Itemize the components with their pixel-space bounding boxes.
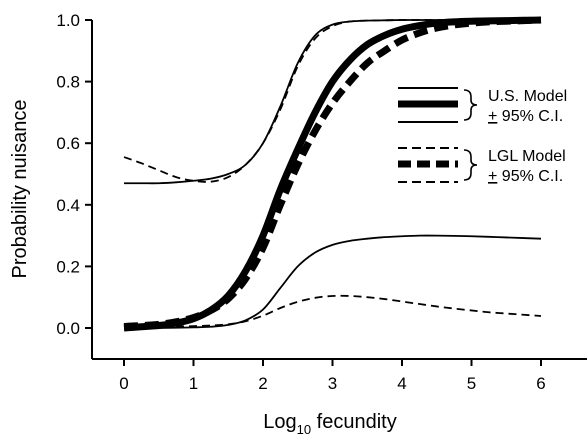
x-tick-label: 0 [119, 374, 128, 393]
legend-us: U.S. Model + 95% C.I. [398, 87, 567, 125]
legend-lgl-brace [463, 149, 478, 181]
x-tick-label: 5 [467, 374, 476, 393]
legend-us-label: U.S. Model [488, 88, 567, 105]
x-tick-label: 6 [536, 374, 545, 393]
legend-lgl-ci-label: + 95% C.I. [488, 168, 563, 185]
y-tick-label: 0.0 [56, 319, 80, 338]
ticks: 0 1 2 3 4 5 6 0.0 0.2 0.4 0.6 0.8 1.0 [56, 11, 545, 393]
legend-us-ci-label: + 95% C.I. [488, 108, 563, 125]
x-tick-label: 3 [328, 374, 337, 393]
x-axis-label-subscript: 10 [297, 422, 311, 437]
legend-lgl-plusminus: + [488, 168, 497, 185]
series-line-us-model [123, 16, 542, 332]
y-tick-label: 0.4 [56, 196, 80, 215]
series-line-us-ci-upper [124, 19, 541, 185]
x-tick-label: 2 [258, 374, 267, 393]
x-axis-label-rest: fecundity [311, 411, 397, 433]
legend: U.S. Model + 95% C.I. LGL Model + 95% C.… [398, 87, 567, 185]
series-line-lgl-ci-lower [124, 294, 542, 328]
legend-us-plusminus: + [488, 108, 497, 125]
y-tick-label: 0.6 [56, 134, 80, 153]
plot-area [123, 16, 542, 332]
legend-lgl-label: LGL Model [488, 148, 566, 165]
x-axis-label: Log10 fecundity [263, 411, 396, 437]
legend-us-ci-text: 95% C.I. [497, 108, 563, 125]
y-tick-label: 1.0 [56, 11, 80, 30]
x-tick-label: 4 [397, 374, 406, 393]
y-tick-label: 0.8 [56, 73, 80, 92]
y-tick-label: 0.2 [56, 257, 80, 276]
x-tick-label: 1 [189, 374, 198, 393]
axes [91, 20, 587, 360]
x-axis-label-main: Log [263, 411, 296, 433]
series-line-us-ci-lower [124, 234, 542, 329]
y-axis-label: Probability nuisance [9, 100, 31, 279]
legend-lgl-ci-text: 95% C.I. [497, 168, 563, 185]
series-line-lgl-ci-upper [123, 19, 541, 183]
legend-lgl: LGL Model + 95% C.I. [398, 147, 566, 185]
legend-us-brace [463, 89, 478, 121]
series-line-lgl-model [123, 16, 542, 330]
